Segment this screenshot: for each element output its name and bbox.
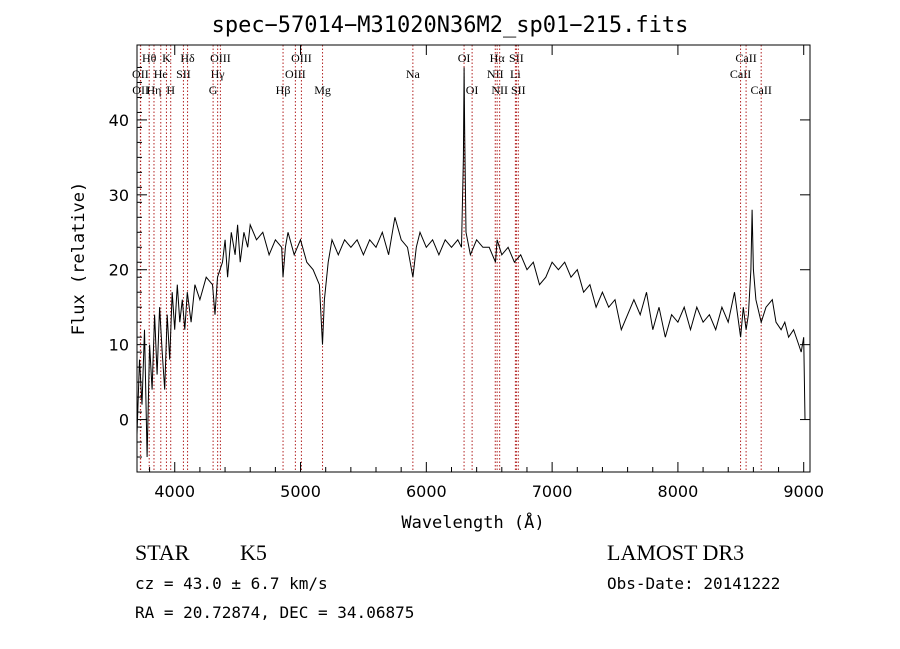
- line-label-23: Li: [510, 67, 521, 81]
- x-tick-label-2: 6000: [406, 482, 447, 501]
- line-label-9: Hγ: [211, 67, 226, 81]
- x-tick-label-1: 5000: [280, 482, 321, 501]
- object-class: STAR: [135, 540, 190, 565]
- line-label-2: OII: [132, 83, 149, 97]
- redshift-text: cz = 43.0 ± 6.7 km/s: [135, 574, 328, 593]
- line-label-15: Mg: [314, 83, 331, 97]
- line-label-21: NII: [491, 83, 508, 97]
- line-label-27: CaII: [751, 83, 772, 97]
- plot-frame: [136, 44, 811, 473]
- line-label-0: Hθ: [142, 51, 157, 65]
- object-subclass: K5: [240, 540, 267, 565]
- x-tick-label-5: 9000: [783, 482, 824, 501]
- chart-title: spec−57014−M31020N36M2_sp01−215.fits: [212, 13, 689, 38]
- line-label-12: Hβ: [276, 83, 291, 97]
- obs-date-text: Obs-Date: 20141222: [607, 574, 781, 593]
- y-tick-label-1: 10: [109, 336, 129, 355]
- line-label-16: Na: [406, 67, 421, 81]
- line-label-3: Hη: [147, 83, 162, 97]
- y-axis-label: Flux (relative): [69, 182, 89, 336]
- line-label-19: NII: [487, 67, 504, 81]
- line-label-13: OIII: [285, 67, 306, 81]
- line-label-8: Hδ: [180, 51, 195, 65]
- spectrum-series: [136, 67, 806, 458]
- line-label-14: OIII: [291, 51, 312, 65]
- line-label-11: G: [209, 83, 218, 97]
- line-label-4: He: [154, 67, 168, 81]
- line-label-5: K: [162, 51, 171, 65]
- survey-label: LAMOST DR3: [607, 540, 745, 565]
- y-tick-label-2: 20: [109, 261, 129, 280]
- x-tick-label-0: 4000: [154, 482, 195, 501]
- line-label-20: Hα: [490, 51, 506, 65]
- y-tick-label-4: 40: [109, 111, 129, 130]
- line-label-26: CaII: [735, 51, 756, 65]
- line-label-24: SII: [511, 83, 526, 97]
- y-tick-label-0: 0: [119, 411, 129, 430]
- spectrum-chart: spec−57014−M31020N36M2_sp01−215.fits Hθ OI…: [69, 13, 824, 533]
- line-label-7: SII: [176, 67, 191, 81]
- x-tick-label-4: 8000: [658, 482, 699, 501]
- line-label-22: SII: [509, 51, 524, 65]
- y-tick-label-3: 30: [109, 186, 129, 205]
- x-tick-label-3: 7000: [532, 482, 573, 501]
- coordinates-text: RA = 20.72874, DEC = 34.06875: [135, 603, 415, 622]
- line-label-25: CaII: [730, 67, 751, 81]
- line-label-6: H: [166, 83, 175, 97]
- x-axis-label: Wavelength (Å): [401, 511, 544, 533]
- line-label-18: OI: [466, 83, 479, 97]
- line-label-10: OIII: [210, 51, 231, 65]
- line-label-17: OI: [458, 51, 471, 65]
